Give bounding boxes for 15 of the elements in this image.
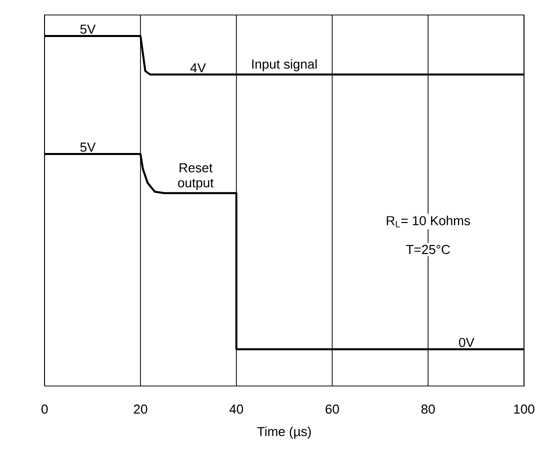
x-tick-label: 60	[326, 404, 339, 414]
x-axis-title: Time (µs)	[257, 426, 311, 439]
x-tick-label: 20	[134, 404, 148, 414]
x-tick-label: 0	[41, 404, 48, 414]
series-label: Input signal	[252, 59, 317, 72]
annotation: 5V	[80, 142, 96, 152]
annotation: 4V	[190, 63, 206, 72]
x-tick-label: 80	[421, 404, 435, 414]
x-tick-label: 100	[514, 404, 534, 414]
x-tick-label: 40	[229, 404, 244, 414]
annotation: T=25°C	[406, 244, 450, 254]
annotation: 5V	[80, 24, 96, 34]
series-label: Reset output	[178, 163, 214, 190]
annotation: R$_{L}$= 10 Kohms	[386, 216, 470, 228]
annotation: 0V	[459, 338, 474, 348]
